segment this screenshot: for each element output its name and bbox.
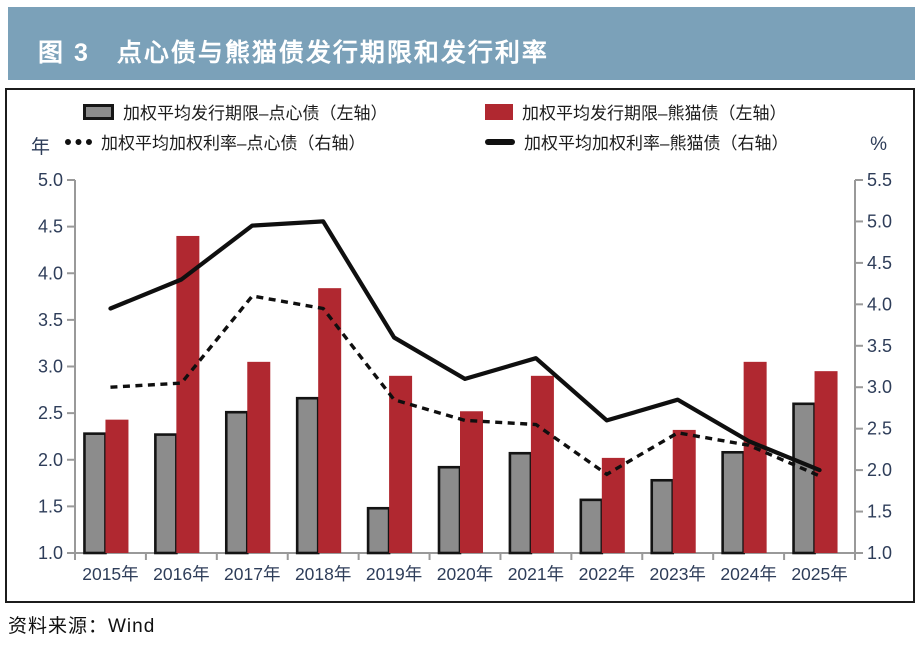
legend-item-panda-maturity: 加权平均发行期限–熊猫债（左轴） xyxy=(485,99,786,124)
legend-label: 加权平均发行期限–熊猫债（左轴） xyxy=(522,104,787,123)
x-axis-category-label: 2024年 xyxy=(720,564,776,584)
bar-dimsum-maturity xyxy=(437,465,462,555)
bar-panda-maturity xyxy=(672,429,696,553)
bar-panda-maturity xyxy=(176,235,200,553)
x-axis-category-label: 2020年 xyxy=(437,564,493,584)
bar-dimsum-maturity xyxy=(366,506,391,555)
x-axis-category-label: 2022年 xyxy=(579,564,635,584)
figure-title: 图 3 点心债与熊猫债发行期限和发行利率 xyxy=(38,39,549,67)
x-axis-category-label: 2018年 xyxy=(295,564,351,584)
bar-panda-maturity xyxy=(530,375,554,553)
solid-line-swatch-icon xyxy=(485,138,515,145)
right-axis-tick-label: 2.5 xyxy=(867,419,892,439)
left-axis-tick-label: 1.0 xyxy=(38,543,63,563)
bar-dimsum-maturity xyxy=(792,402,816,555)
bar-panda-maturity xyxy=(105,419,129,553)
right-axis-tick-label: 1.0 xyxy=(867,543,892,563)
left-axis-tick-label: 5.0 xyxy=(38,170,63,190)
left-axis-tick-label: 2.5 xyxy=(38,403,63,423)
bar-panda-maturity xyxy=(743,361,767,553)
bar-dimsum-maturity xyxy=(295,396,320,555)
gray-bar-swatch-icon xyxy=(83,103,114,120)
bar-dimsum-maturity xyxy=(579,498,604,555)
red-bar-swatch-icon xyxy=(485,103,513,120)
legend-item-panda-rate: 加权平均加权利率–熊猫债（右轴） xyxy=(485,129,788,154)
bar-dimsum-maturity xyxy=(721,450,745,555)
left-axis-tick-label: 2.0 xyxy=(38,450,63,470)
right-axis-tick-label: 4.5 xyxy=(867,253,892,273)
x-axis-category-label: 2016年 xyxy=(153,564,209,584)
right-axis-tick-label: 1.5 xyxy=(867,502,892,522)
bar-dimsum-maturity xyxy=(508,451,533,555)
left-axis-tick-label: 1.5 xyxy=(38,496,63,516)
x-axis-category-label: 2017年 xyxy=(224,564,280,584)
right-axis-tick-label: 5.0 xyxy=(867,211,892,231)
right-axis-tick-label: 2.0 xyxy=(867,460,892,480)
right-axis-tick-label: 4.0 xyxy=(867,294,892,314)
bar-panda-maturity xyxy=(389,375,413,553)
combo-chart-plot: 5.0 4.5 4.0 3.5 3.0 2.5 2.0 1.5 1.0 5.5 5.0 4.5 4.0 3… xyxy=(38,170,892,584)
data-source-note: 资料来源：Wind xyxy=(8,616,156,637)
bar-dimsum-maturity xyxy=(224,410,249,555)
bar-dimsum-maturity xyxy=(650,478,675,555)
bar-panda-maturity xyxy=(814,371,838,553)
x-axis-category-label: 2019年 xyxy=(366,564,422,584)
figure-title-bar: 图 3 点心债与熊猫债发行期限和发行利率 xyxy=(8,7,915,80)
left-axis-tick-label: 4.0 xyxy=(38,263,63,283)
x-axis-category-label: 2015年 xyxy=(82,564,138,584)
right-axis-tick-label: 3.5 xyxy=(867,336,892,356)
x-axis-category-label: 2021年 xyxy=(508,564,564,584)
chart-frame: 5.0 4.5 4.0 3.5 3.0 2.5 2.0 1.5 1.0 5.5 5.0 4.5 4.0 3… xyxy=(5,88,915,603)
left-axis-unit-label: 年 xyxy=(31,137,51,158)
legend-label: 加权平均发行期限–点心债（左轴） xyxy=(123,104,388,123)
dashed-line-swatch-icon xyxy=(65,138,92,145)
bar-panda-maturity xyxy=(318,288,342,553)
legend-item-dimsum-maturity: 加权平均发行期限–点心债（左轴） xyxy=(83,99,387,124)
bar-dimsum-maturity xyxy=(83,432,107,555)
left-axis-tick-label: 3.5 xyxy=(38,310,63,330)
right-axis-tick-label: 5.5 xyxy=(867,170,892,190)
line-panda-rate xyxy=(108,219,822,473)
bar-panda-maturity xyxy=(247,361,271,553)
legend-item-dimsum-rate: 加权平均加权利率–点心债（右轴） xyxy=(65,129,365,154)
bar-panda-maturity xyxy=(460,411,483,553)
left-axis-tick-label: 3.0 xyxy=(38,357,63,377)
bar-dimsum-maturity xyxy=(154,433,178,555)
legend-label: 加权平均加权利率–熊猫债（右轴） xyxy=(524,134,789,153)
bar-panda-maturity xyxy=(601,457,625,553)
legend-label: 加权平均加权利率–点心债（右轴） xyxy=(101,134,366,153)
right-axis-tick-label: 3.0 xyxy=(867,377,892,397)
x-axis-category-label: 2023年 xyxy=(650,564,706,584)
right-axis-unit-label: % xyxy=(870,134,887,155)
left-axis-tick-label: 4.5 xyxy=(38,217,63,237)
x-axis-category-label: 2025年 xyxy=(791,564,847,584)
